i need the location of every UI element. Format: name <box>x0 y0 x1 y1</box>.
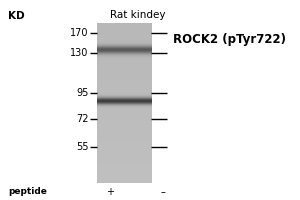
Text: +: + <box>106 187 114 197</box>
Text: 170: 170 <box>70 28 88 38</box>
Text: 95: 95 <box>76 88 88 98</box>
Text: 72: 72 <box>76 114 88 124</box>
Text: KD: KD <box>8 11 25 21</box>
Text: Rat kindey: Rat kindey <box>110 10 165 20</box>
Text: –: – <box>161 187 166 197</box>
Text: ROCK2 (pTyr722): ROCK2 (pTyr722) <box>172 33 286 46</box>
Text: peptide: peptide <box>8 188 47 196</box>
Text: 55: 55 <box>76 142 88 152</box>
Text: 130: 130 <box>70 48 88 58</box>
